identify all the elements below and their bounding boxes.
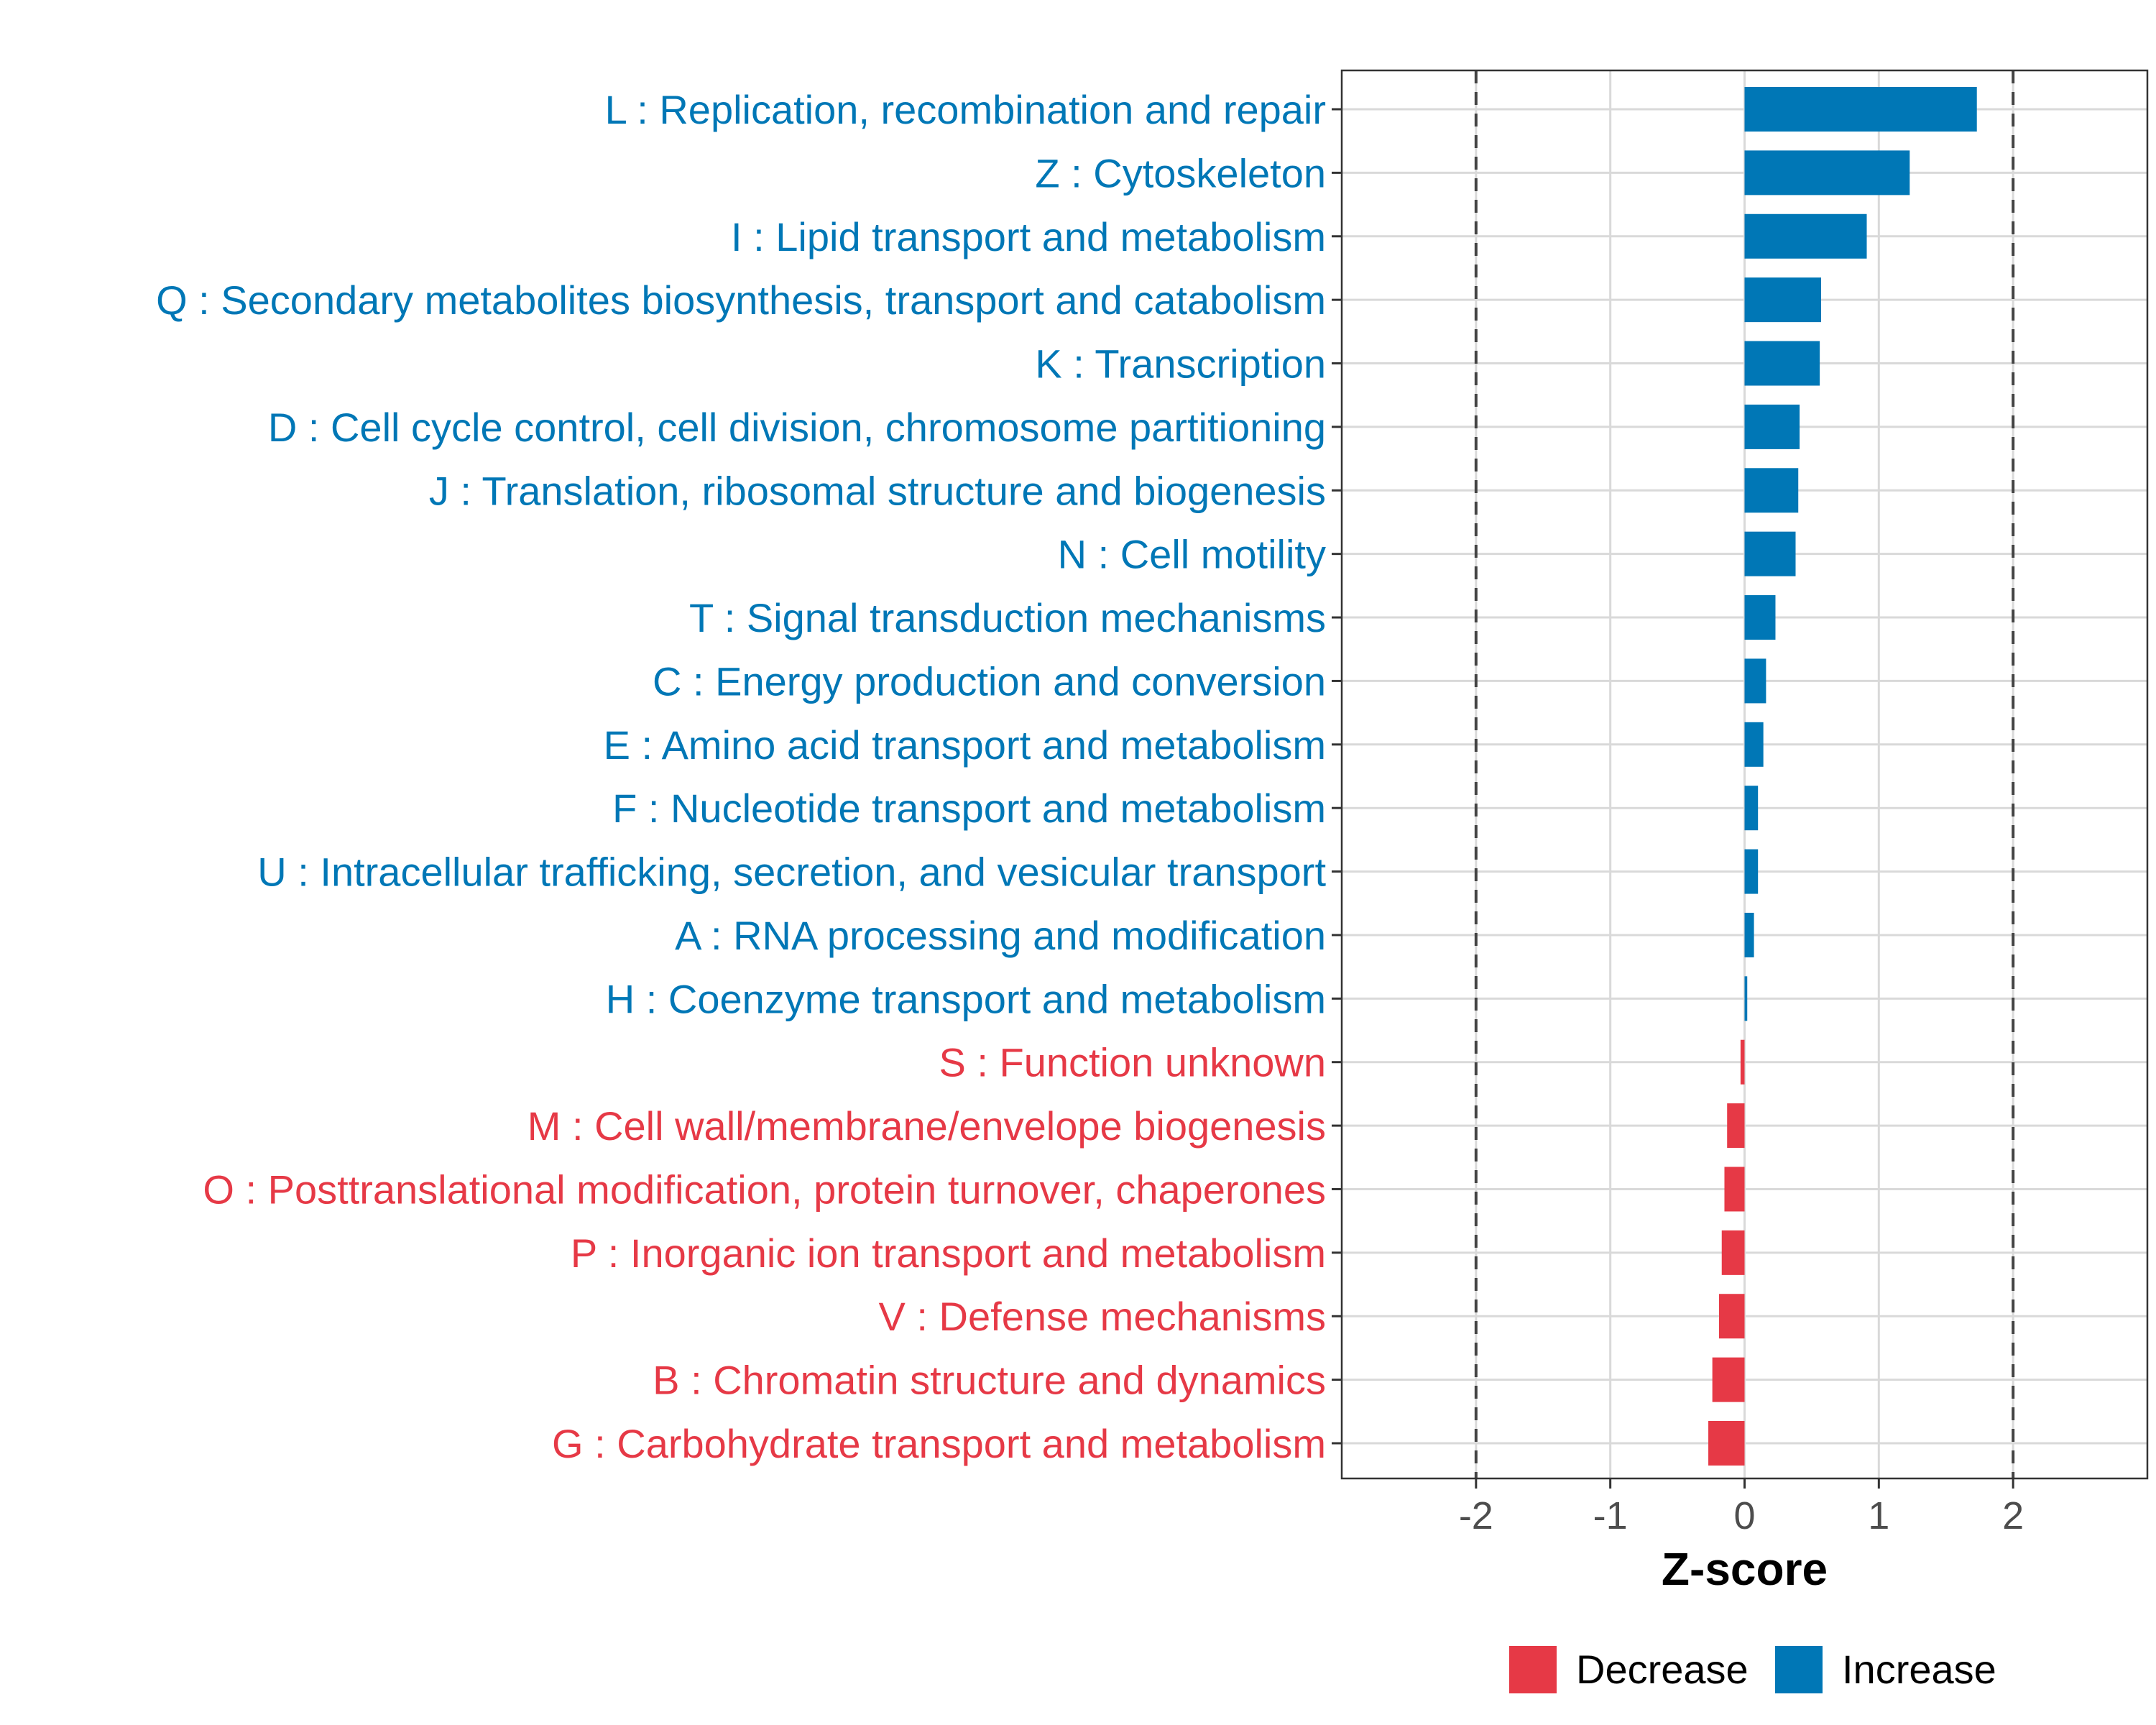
x-axis-title: Z-score: [1662, 1543, 1828, 1595]
bar: [1719, 1294, 1745, 1339]
category-label: T : Signal transduction mechanisms: [689, 595, 1326, 640]
x-tick-label: 0: [1733, 1494, 1755, 1537]
category-label: K : Transcription: [1035, 341, 1326, 387]
category-label: N : Cell motility: [1058, 532, 1326, 577]
category-label: L : Replication, recombination and repai…: [605, 87, 1326, 132]
category-label: E : Amino acid transport and metabolism: [604, 722, 1326, 768]
category-label: A : RNA processing and modification: [675, 913, 1326, 958]
category-label: O : Posttranslational modification, prot…: [203, 1167, 1326, 1212]
category-label: J : Translation, ribosomal structure and…: [429, 468, 1326, 513]
category-label: D : Cell cycle control, cell division, c…: [268, 405, 1326, 450]
bar: [1708, 1421, 1745, 1466]
bar: [1744, 404, 1800, 449]
category-label: B : Chromatin structure and dynamics: [653, 1358, 1326, 1403]
legend-swatch: [1509, 1646, 1557, 1693]
legend-label: Increase: [1842, 1647, 1996, 1692]
bar: [1744, 912, 1754, 957]
bar: [1744, 976, 1748, 1021]
bar: [1744, 658, 1766, 704]
category-label: P : Inorganic ion transport and metaboli…: [571, 1230, 1326, 1276]
category-label: C : Energy production and conversion: [653, 658, 1326, 704]
bar: [1744, 531, 1796, 576]
bar: [1744, 277, 1821, 323]
bar: [1727, 1103, 1745, 1149]
bar: [1744, 595, 1776, 640]
category-label: G : Carbohydrate transport and metabolis…: [552, 1421, 1326, 1466]
category-label: S : Function unknown: [939, 1040, 1326, 1085]
bar: [1712, 1357, 1745, 1402]
x-tick-label: 1: [1868, 1494, 1889, 1537]
x-tick-label: -1: [1593, 1494, 1628, 1537]
bar: [1744, 722, 1764, 767]
category-label: F : Nucleotide transport and metabolism: [612, 786, 1326, 831]
bar: [1724, 1167, 1745, 1212]
bar: [1744, 849, 1759, 894]
bar: [1744, 87, 1977, 132]
legend: Decrease Increase: [1509, 1646, 1996, 1693]
x-tick-label: -2: [1459, 1494, 1493, 1537]
category-label: I : Lipid transport and metabolism: [731, 214, 1326, 259]
bar: [1744, 150, 1910, 196]
x-tick-label: 2: [2002, 1494, 2024, 1537]
bar: [1744, 468, 1799, 513]
bar: [1744, 786, 1759, 831]
bar: [1744, 213, 1867, 259]
category-label: H : Coenzyme transport and metabolism: [606, 976, 1326, 1021]
category-label: M : Cell wall/membrane/envelope biogenes…: [528, 1103, 1326, 1149]
bar: [1740, 1039, 1745, 1085]
category-label: U : Intracellular trafficking, secretion…: [257, 850, 1326, 895]
bar: [1744, 341, 1820, 386]
bar: [1721, 1230, 1745, 1275]
legend-label: Decrease: [1576, 1647, 1749, 1692]
category-label: V : Defense mechanisms: [879, 1294, 1326, 1339]
category-label: Z : Cytoskeleton: [1035, 150, 1326, 196]
category-label: Q : Secondary metabolites biosynthesis, …: [156, 277, 1326, 323]
legend-swatch: [1775, 1646, 1823, 1693]
